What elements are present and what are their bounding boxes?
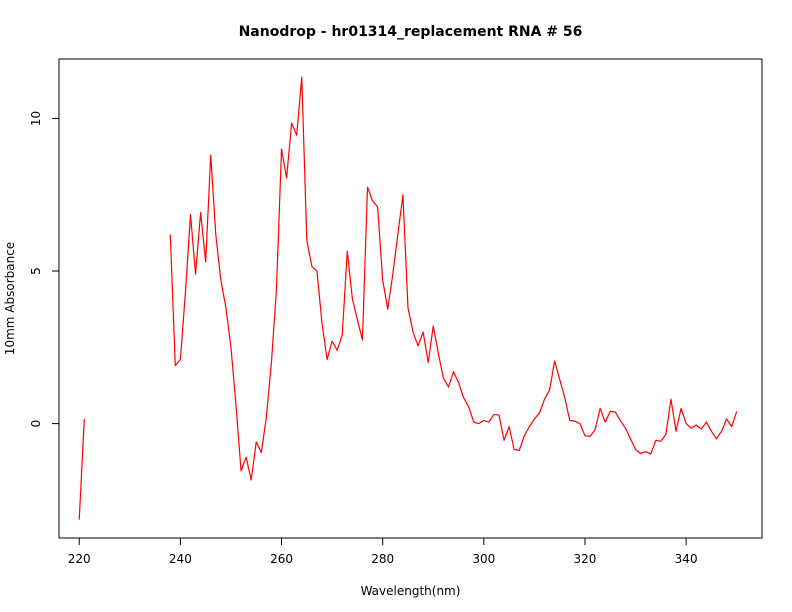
- series-layer: [78, 76, 738, 520]
- y-tick-label: 5: [29, 267, 43, 275]
- chart-title: Nanodrop - hr01314_replacement RNA # 56: [239, 24, 583, 40]
- x-tick-label: 240: [169, 552, 192, 566]
- y-tick-label: 0: [29, 420, 43, 428]
- plot-frame: [58, 58, 763, 539]
- y-axis-label: 10mm Absorbance: [3, 242, 17, 355]
- y-axis: 0 5 10: [29, 111, 60, 428]
- absorbance-line: [78, 418, 85, 520]
- x-axis-label: Wavelength(nm): [361, 584, 461, 598]
- x-axis: 220 240 260 280 300 320 340: [68, 537, 698, 566]
- x-tick-label: 260: [270, 552, 293, 566]
- x-tick-label: 340: [675, 552, 698, 566]
- x-tick-label: 300: [472, 552, 495, 566]
- x-tick-label: 220: [68, 552, 91, 566]
- y-tick-label: 10: [29, 111, 43, 126]
- x-tick-label: 280: [371, 552, 394, 566]
- x-tick-label: 320: [574, 552, 597, 566]
- absorbance-line: [169, 76, 738, 481]
